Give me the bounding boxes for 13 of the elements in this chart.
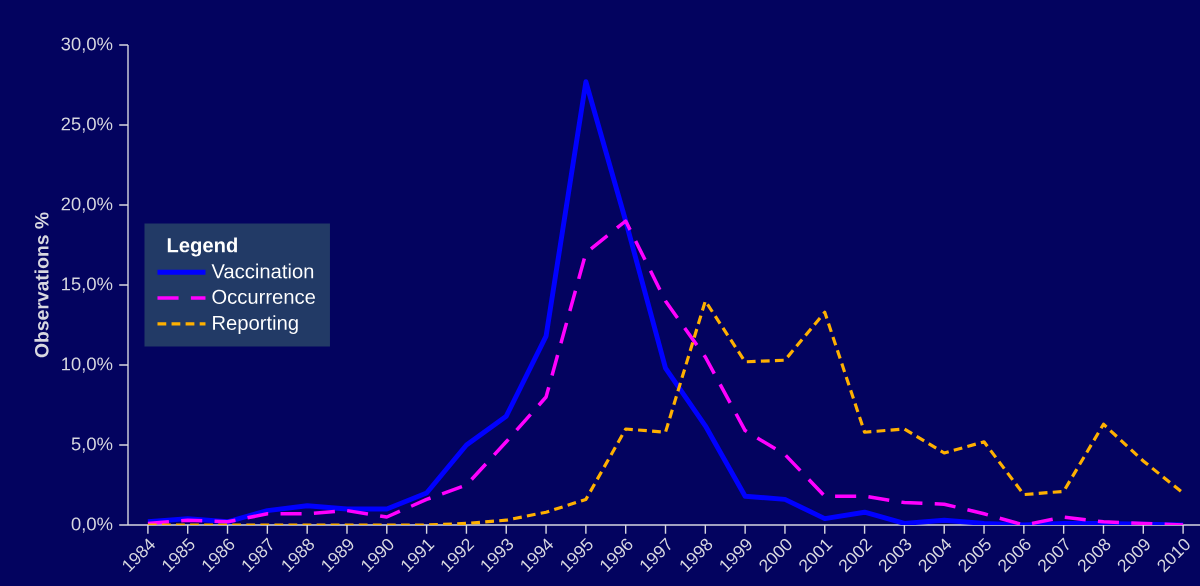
y-tick-label: 20,0%: [61, 197, 113, 213]
legend-label: Occurrence: [212, 289, 315, 304]
legend-title: Legend: [167, 237, 237, 257]
y-tick-label: 30,0%: [61, 37, 113, 53]
line-series: [146, 219, 1185, 525]
legend-label: Reporting: [213, 315, 298, 335]
y-tick-label: 15,0%: [62, 277, 113, 293]
y-tick-label: 5,0%: [71, 437, 113, 453]
y-tick-label: 0,0%: [71, 517, 113, 533]
y-tick-label: 10,0%: [62, 357, 113, 373]
y-axis-title: Observations %: [34, 212, 49, 358]
y-tick-label: 25,0%: [61, 117, 113, 133]
legend-label: Vaccination: [211, 263, 314, 279]
